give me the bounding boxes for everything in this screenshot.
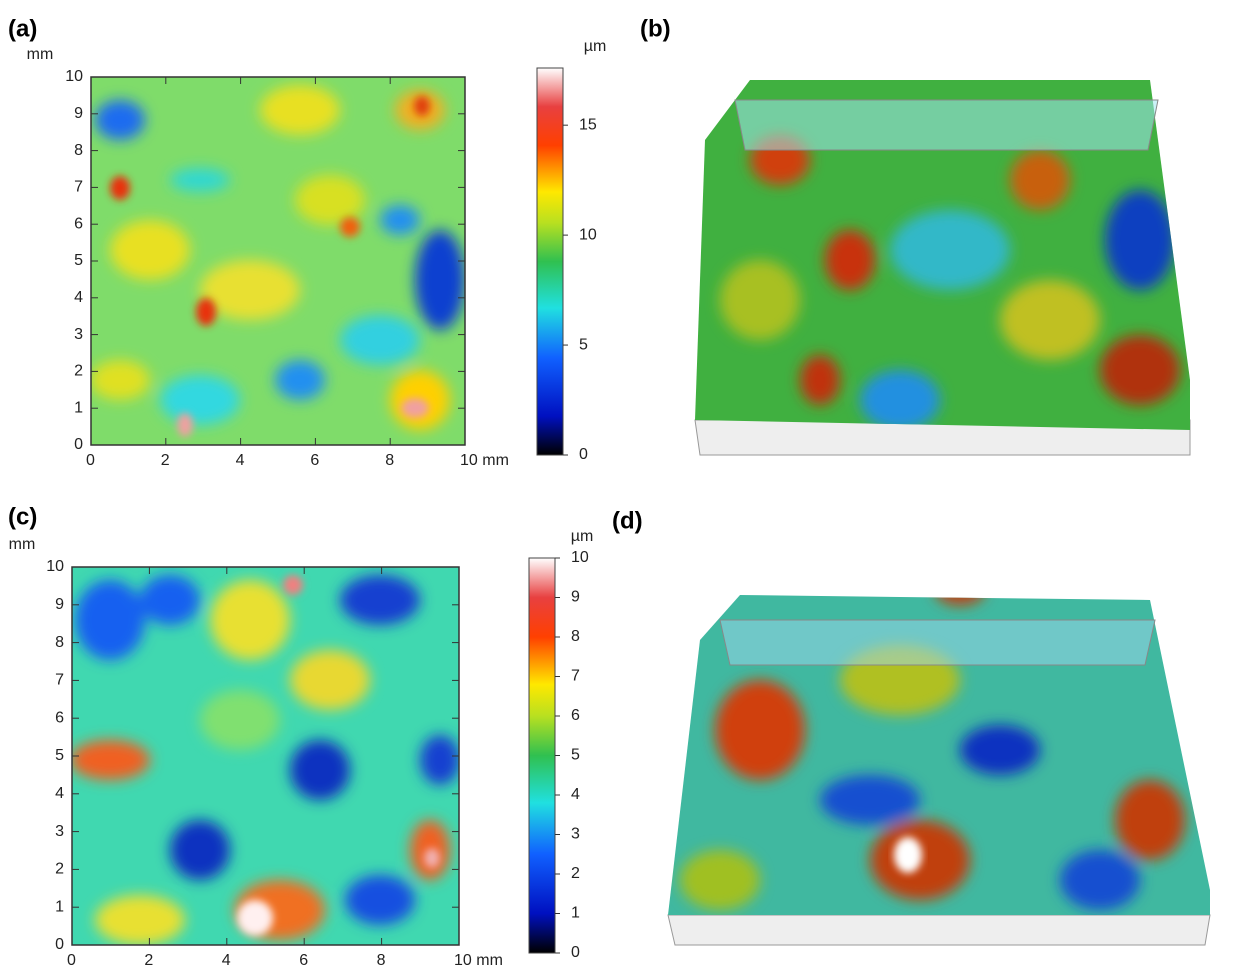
y-tick-label: 2: [74, 363, 83, 380]
y-tick-label: 8: [55, 634, 64, 651]
y-axis-unit: mm: [9, 536, 36, 553]
x-tick-label: 6: [310, 452, 319, 469]
colorbar-tick-label: 4: [571, 786, 580, 803]
y-tick-label: 7: [74, 179, 83, 196]
y-tick-label: 1: [74, 399, 83, 416]
y-tick-label: 10: [46, 558, 64, 575]
colorbar: [529, 558, 555, 953]
colorbar-unit: µm: [584, 38, 607, 55]
colorbar-tick-label: 6: [571, 707, 580, 724]
y-tick-label: 5: [74, 252, 83, 269]
x-tick-label: 6: [299, 952, 308, 969]
colorbar: [537, 68, 563, 455]
panel-label: (b): [640, 15, 671, 42]
x-tick-label: 10 mm: [460, 452, 509, 469]
y-tick-label: 5: [55, 747, 64, 764]
surface-render: [690, 70, 1200, 460]
y-tick-label: 0: [74, 436, 83, 453]
y-tick-label: 9: [55, 596, 64, 613]
colorbar-tick-label: 15: [579, 116, 597, 133]
y-tick-label: 0: [55, 936, 64, 953]
y-tick-label: 2: [55, 861, 64, 878]
y-tick-label: 4: [55, 785, 64, 802]
colorbar-tick-label: 9: [571, 589, 580, 606]
colorbar-tick-label: 7: [571, 668, 580, 685]
y-tick-label: 6: [55, 709, 64, 726]
colorbar-tick-label: 10: [571, 549, 589, 566]
x-tick-label: 8: [377, 952, 386, 969]
y-tick-label: 3: [74, 326, 83, 343]
surface-render: [660, 575, 1220, 950]
y-tick-label: 1: [55, 898, 64, 915]
panel-label: (d): [612, 507, 643, 534]
panel-label: (a): [8, 15, 37, 42]
colorbar-tick-label: 10: [579, 226, 597, 243]
colorbar-tick-label: 5: [579, 336, 588, 353]
figure: (a)mm0246810 mm012345678910µm051015(b)(c…: [0, 0, 1256, 977]
panel-label: (c): [8, 503, 37, 530]
colorbar-tick-label: 0: [571, 944, 580, 961]
y-tick-label: 3: [55, 823, 64, 840]
x-tick-label: 8: [385, 452, 394, 469]
y-tick-label: 7: [55, 672, 64, 689]
y-tick-label: 6: [74, 215, 83, 232]
colorbar-tick-label: 1: [571, 905, 580, 922]
height-map: [70, 567, 460, 945]
y-tick-label: 9: [74, 105, 83, 122]
x-tick-label: 0: [86, 452, 95, 469]
x-tick-label: 2: [161, 452, 170, 469]
x-tick-label: 4: [236, 452, 245, 469]
x-tick-label: 4: [222, 952, 231, 969]
y-tick-label: 4: [74, 289, 83, 306]
x-tick-label: 10 mm: [454, 952, 503, 969]
height-map: [90, 77, 465, 445]
x-tick-label: 2: [144, 952, 153, 969]
y-tick-label: 10: [65, 68, 83, 85]
y-axis-unit: mm: [27, 46, 54, 63]
colorbar-tick-label: 0: [579, 446, 588, 463]
colorbar-tick-label: 5: [571, 747, 580, 764]
colorbar-tick-label: 2: [571, 865, 580, 882]
x-tick-label: 0: [67, 952, 76, 969]
colorbar-tick-label: 8: [571, 628, 580, 645]
y-tick-label: 8: [74, 142, 83, 159]
colorbar-unit: µm: [571, 528, 594, 545]
colorbar-tick-label: 3: [571, 826, 580, 843]
